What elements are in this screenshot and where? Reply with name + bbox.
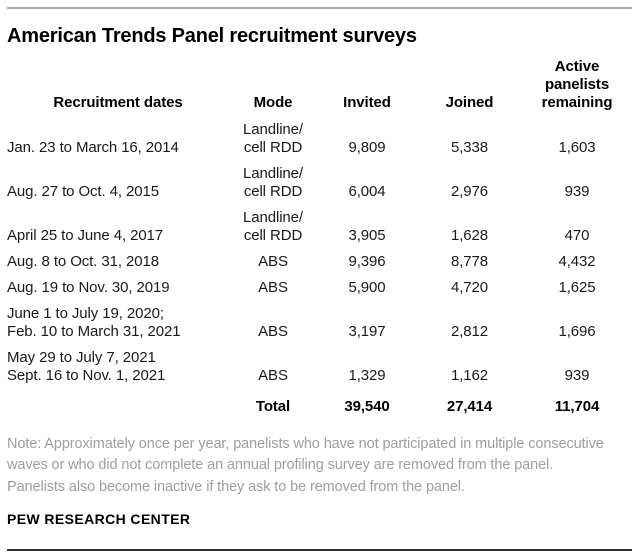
top-divider <box>7 7 632 9</box>
header-invited: Invited <box>343 94 391 111</box>
total-remaining: 11,704 <box>554 398 600 415</box>
joined-cell: 2,812 <box>450 323 489 340</box>
note-text: Note: Approximately once per year, panel… <box>7 436 604 495</box>
source-label: PEW RESEARCH CENTER <box>7 510 191 527</box>
joined-cell: 2,976 <box>450 183 489 200</box>
mode-cell: ABS <box>258 253 288 270</box>
invited-cell: 5,900 <box>348 279 386 296</box>
invited-cell: 9,809 <box>348 139 386 156</box>
header-mode: Mode <box>253 94 293 111</box>
dates-cell: Aug. 8 to Oct. 31, 2018 <box>7 253 159 270</box>
header-joined: Joined <box>445 94 494 111</box>
table-row: June 1 to July 19, 2020; Feb. 10 to Marc… <box>7 301 632 345</box>
joined-cell: 5,338 <box>450 139 489 156</box>
table-row: May 29 to July 7, 2021 Sept. 16 to Nov. … <box>7 345 632 389</box>
remaining-cell: 4,432 <box>558 253 596 270</box>
invited-cell: 6,004 <box>348 183 386 200</box>
remaining-cell: 939 <box>564 183 590 200</box>
header-recruitment-dates: Recruitment dates <box>53 94 183 111</box>
invited-cell: 3,905 <box>348 227 386 244</box>
dates-cell: June 1 to July 19, 2020; Feb. 10 to Marc… <box>7 305 181 340</box>
dates-cell: April 25 to June 4, 2017 <box>7 227 164 244</box>
dates-cell: May 29 to July 7, 2021 Sept. 16 to Nov. … <box>7 349 166 384</box>
table-row: Aug. 19 to Nov. 30, 2019 ABS 5,900 4,720… <box>7 275 632 301</box>
header-row: Recruitment dates Mode Invited Joined Ac… <box>7 54 632 117</box>
table-row: April 25 to June 4, 2017 Landline/ cell … <box>7 205 632 249</box>
total-row: Total 39,540 27,414 11,704 <box>7 389 632 420</box>
mode-cell: Landline/ cell RDD <box>243 121 303 156</box>
joined-cell: 1,628 <box>450 227 489 244</box>
invited-cell: 3,197 <box>348 323 386 340</box>
dates-cell: Aug. 27 to Oct. 4, 2015 <box>7 183 159 200</box>
mode-cell: Landline/ cell RDD <box>243 209 303 244</box>
dates-cell: Aug. 19 to Nov. 30, 2019 <box>7 279 170 296</box>
total-empty-cell <box>7 389 229 420</box>
remaining-cell: 470 <box>564 227 590 244</box>
table-row: Aug. 8 to Oct. 31, 2018 ABS 9,396 8,778 … <box>7 249 632 275</box>
mode-cell: ABS <box>258 279 288 296</box>
invited-cell: 9,396 <box>348 253 386 270</box>
mode-cell: ABS <box>258 367 288 384</box>
mode-cell: ABS <box>258 323 288 340</box>
joined-cell: 1,162 <box>450 367 489 384</box>
joined-cell: 8,778 <box>450 253 489 270</box>
total-joined: 27,414 <box>446 398 493 415</box>
joined-cell: 4,720 <box>450 279 489 296</box>
table-row: Aug. 27 to Oct. 4, 2015 Landline/ cell R… <box>7 161 632 205</box>
remaining-cell: 939 <box>564 367 590 384</box>
total-invited: 39,540 <box>344 398 390 415</box>
total-label: Total <box>255 398 291 415</box>
dates-cell: Jan. 23 to March 16, 2014 <box>7 139 179 156</box>
remaining-cell: 1,625 <box>558 279 596 296</box>
bottom-divider <box>7 549 632 551</box>
recruitment-table: Recruitment dates Mode Invited Joined Ac… <box>7 54 632 420</box>
invited-cell: 1,329 <box>348 367 386 384</box>
table-row: Jan. 23 to March 16, 2014 Landline/ cell… <box>7 117 632 161</box>
remaining-cell: 1,696 <box>558 323 596 340</box>
remaining-cell: 1,603 <box>558 139 596 156</box>
mode-cell: Landline/ cell RDD <box>243 165 303 200</box>
header-active-panelists-remaining: Active panelists remaining <box>541 58 613 111</box>
figure-title: American Trends Panel recruitment survey… <box>7 25 417 47</box>
